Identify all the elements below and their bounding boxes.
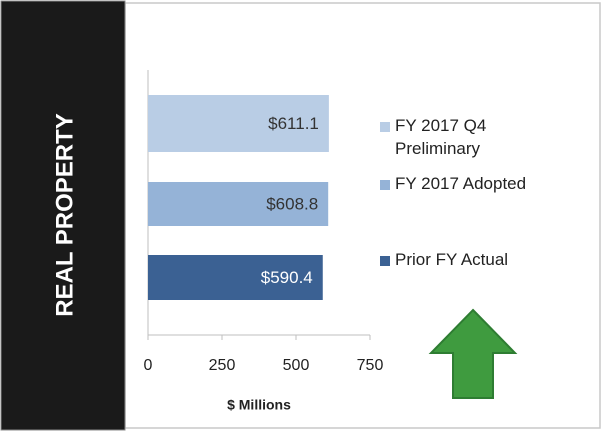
bar-value-label: $611.1 [268,114,319,133]
x-axis-title: $ Millions [227,397,291,413]
x-tick-label: 0 [144,357,153,374]
bar [148,95,329,152]
legend-label: FY 2017 Q4 Preliminary [395,116,487,158]
bar-value-label: $608.8 [266,194,318,213]
side-panel [0,0,126,431]
x-tick-label: 750 [357,357,384,374]
legend-label: FY 2017 Adopted [395,174,527,193]
legend-swatch [380,256,390,266]
bar [148,182,329,226]
legend-label: Prior FY Actual [395,250,509,269]
side-label: REAL PROPERTY [51,113,78,317]
bar-value-label: $590.4 [261,268,313,287]
legend-swatch [380,122,390,132]
bar [148,255,323,300]
x-tick-label: 250 [209,357,236,374]
up-arrow [428,308,518,399]
legend-swatch [380,180,390,190]
x-tick-label: 500 [283,357,310,374]
